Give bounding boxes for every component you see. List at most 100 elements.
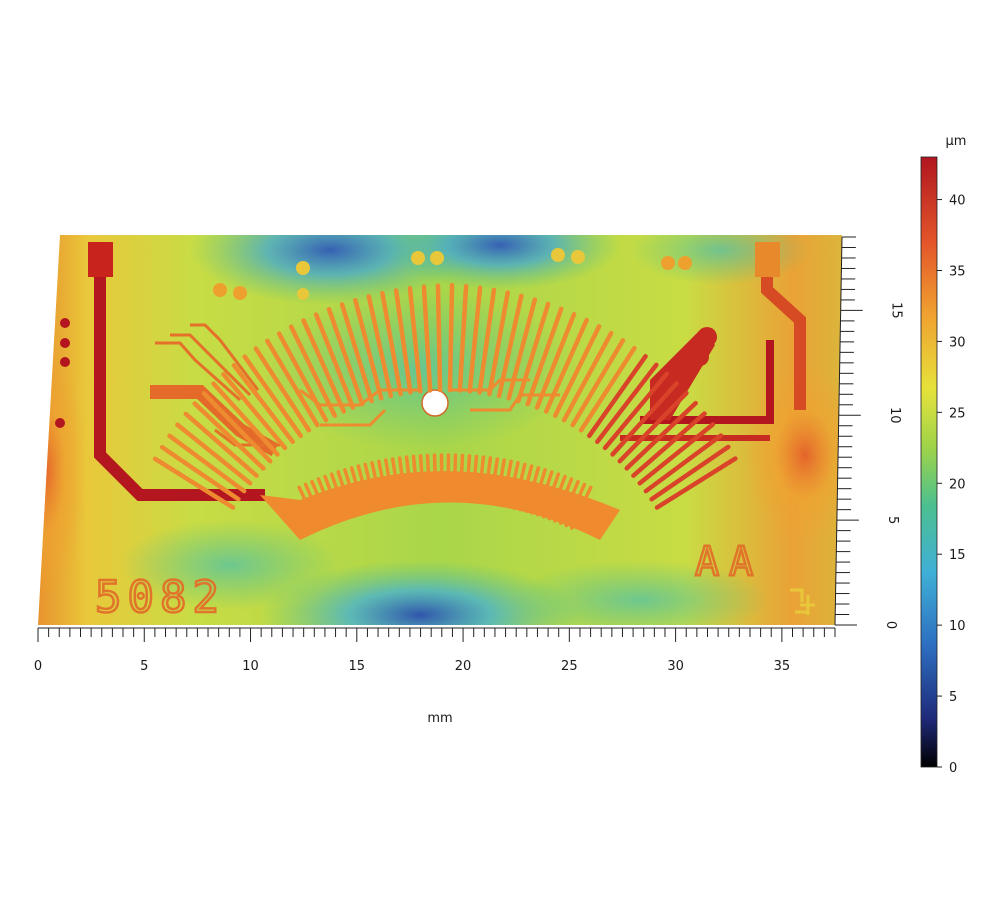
upper-comb-finger [610, 381, 680, 457]
upper-comb-finger [637, 422, 716, 486]
lower-comb-finger [482, 456, 493, 505]
upper-comb-finger [654, 456, 738, 510]
lower-comb-finger [536, 470, 554, 517]
lower-comb-finger [547, 474, 567, 521]
x-tick-label: 10 [242, 659, 259, 674]
lower-comb-finger [397, 456, 408, 505]
lower-comb-finger [297, 485, 320, 530]
upper-comb-finger [506, 297, 538, 401]
upper-comb-finger [496, 293, 524, 399]
upper-comb-finger [435, 283, 443, 393]
upper-comb-finger [649, 444, 731, 502]
upper-comb-finger [467, 285, 483, 394]
upper-comb-finger [339, 302, 374, 404]
lower-comb-finger [323, 474, 343, 521]
lower-comb-finger [494, 458, 506, 507]
x-axis-title: mm [427, 711, 452, 726]
x-tick-label: 35 [774, 659, 791, 674]
x-tick-label: 15 [349, 659, 366, 674]
lower-comb-finger [476, 455, 486, 504]
x-tick-label: 20 [455, 659, 472, 674]
lower-comb-finger [303, 482, 326, 528]
upper-comb-finger [631, 411, 707, 478]
x-tick-label: 5 [140, 659, 148, 674]
lower-comb-finger [404, 455, 414, 504]
lower-comb-finger [452, 453, 458, 502]
upper-comb-finger [313, 312, 356, 410]
lower-comb-finger [377, 459, 390, 508]
upper-comb-finger [552, 324, 602, 418]
colorbar-tick-label: 5 [949, 690, 957, 705]
lower-comb-finger [488, 457, 500, 506]
upper-comb-finger [183, 411, 259, 478]
lower-comb-finger [316, 477, 337, 523]
lower-comb-finger [470, 454, 479, 504]
lower-comb-finger [384, 458, 396, 507]
x-tick-label: 30 [667, 659, 684, 674]
upper-comb-finger [624, 400, 698, 471]
upper-comb-finger [326, 307, 365, 407]
upper-comb-finger [595, 362, 659, 444]
lower-comb-finger [512, 462, 527, 510]
y-axis-line [834, 236, 843, 626]
upper-comb-finger [393, 288, 413, 395]
upper-comb-finger [301, 318, 347, 414]
colorbar-gradient [920, 156, 938, 768]
lower-comb-finger [390, 457, 402, 506]
colorbar-unit-label: µm [946, 134, 967, 149]
upper-comb-finger [587, 354, 648, 439]
upper-comb-finger [276, 331, 329, 423]
lower-comb-finger [564, 482, 587, 528]
lower-comb-finger [418, 454, 426, 503]
lower-comb-finger [329, 472, 349, 519]
upper-comb-finger [407, 286, 423, 394]
x-tick-label: 0 [34, 659, 42, 674]
lower-comb-finger [518, 464, 534, 512]
upper-comb-finger [242, 354, 303, 439]
colorbar-tick-label: 20 [949, 477, 966, 492]
y-tick-label: 0 [883, 621, 898, 629]
lower-comb-finger [411, 454, 420, 504]
upper-comb-finger [253, 346, 312, 433]
lower-comb-finger [570, 485, 593, 530]
colorbar-tick-label: 0 [949, 761, 957, 776]
upper-comb-finger [570, 338, 626, 428]
x-axis: 0 5 10 15 20 25 30 35 [34, 627, 836, 674]
colorbar-tick-label: 35 [949, 264, 966, 279]
colorbar-tick-label: 25 [949, 406, 966, 421]
upper-comb-finger [288, 324, 338, 418]
x-tick-label: 25 [561, 659, 578, 674]
upper-comb-finger [477, 287, 497, 395]
upper-comb-finger [353, 297, 384, 401]
upper-comb-finger [487, 290, 510, 397]
y-tick-label: 10 [887, 407, 902, 424]
colorbar-tick-label: 15 [949, 548, 966, 563]
lower-comb-finger [524, 466, 541, 513]
engraved-label-5082: 5082 [95, 572, 225, 623]
lower-comb-finger [356, 464, 372, 512]
colorbar-tick-label: 30 [949, 335, 966, 350]
upper-comb-finger [561, 330, 614, 423]
lower-comb-finger [464, 454, 472, 503]
upper-comb-finger [525, 306, 564, 407]
y-axis: 0 5 10 15 [834, 236, 904, 629]
upper-comb-finger [231, 363, 295, 444]
upper-comb-finger [602, 371, 670, 451]
upper-comb-fingers [152, 282, 738, 510]
lower-comb-finger [425, 453, 432, 503]
upper-comb-finger [192, 401, 266, 471]
upper-comb-finger [221, 372, 288, 451]
colorbar: µm 0 5 10 15 20 25 30 35 40 [920, 134, 967, 776]
colorbar-tick-label: 40 [949, 194, 966, 209]
lower-comb-finger [370, 461, 384, 509]
upper-comb-finger [265, 338, 320, 428]
upper-comb-finger [643, 433, 724, 494]
upper-comb-finger [211, 381, 280, 457]
upper-comb-finger [380, 290, 403, 397]
lower-comb-finger [432, 453, 438, 502]
upper-comb-finger [366, 294, 394, 399]
y-tick-label: 5 [885, 516, 900, 524]
lower-comb-finger [553, 477, 574, 523]
lower-comb-finger [343, 468, 360, 515]
